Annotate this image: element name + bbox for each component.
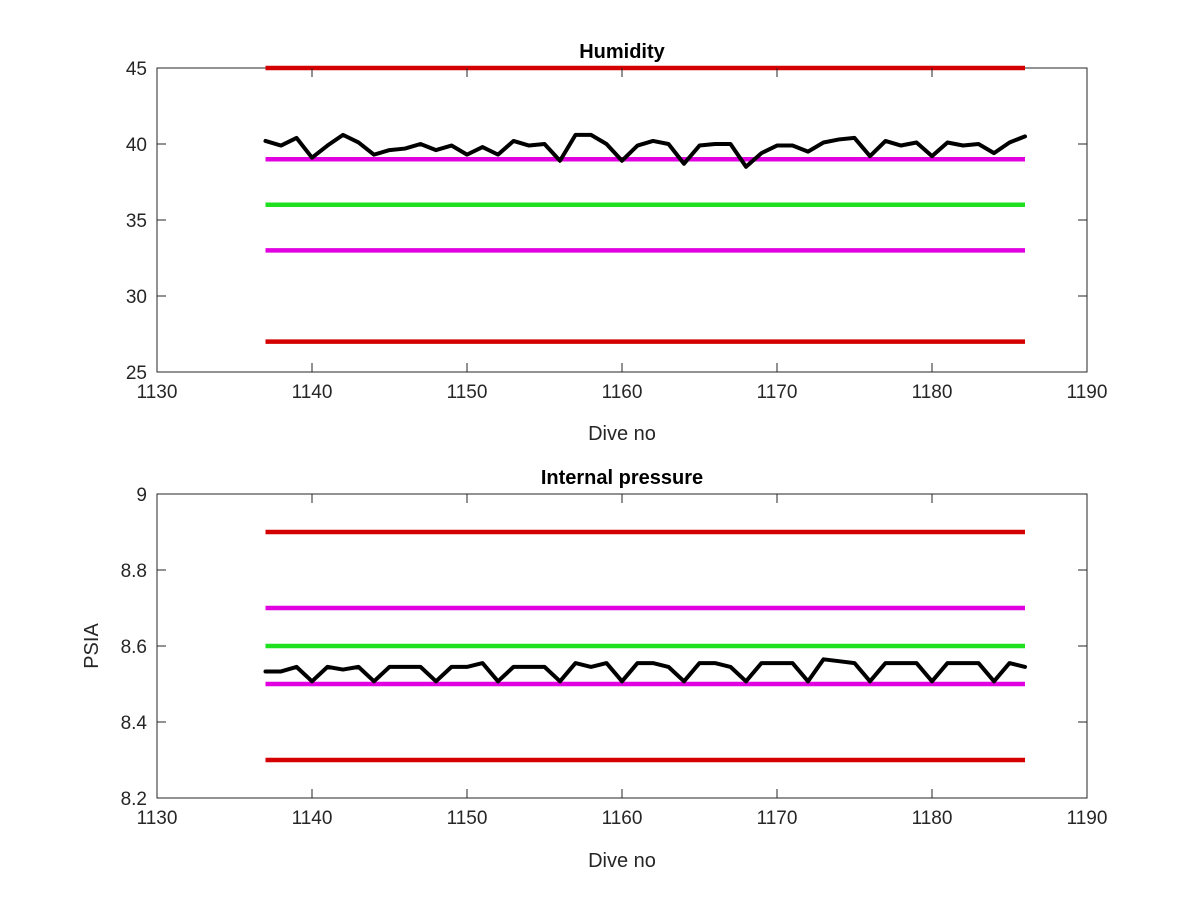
plot-area-frame [156, 67, 1088, 373]
humidity-subplot: 1130 1140 1150 1160 1170 1180 1190 25 30 35 40 45 H… [126, 41, 1108, 445]
x-tick-label: 1160 [602, 382, 643, 403]
chart-title: Humidity [579, 41, 665, 63]
limit-lines [265, 529, 1025, 763]
x-tick-label: 1140 [292, 382, 333, 403]
x-tick-label: 1170 [757, 808, 798, 829]
series-line-0 [263, 132, 1027, 169]
data-series [263, 132, 1027, 169]
axis-ticks: 1130 1140 1150 1160 1170 1180 1190 8.2 8.4 8.6 8.8… [121, 485, 1108, 829]
y-tick-label: 8.4 [121, 713, 148, 734]
y-tick-label: 30 [126, 287, 147, 308]
x-tick-label: 1180 [912, 382, 953, 403]
y-tick-label: 8.6 [121, 637, 147, 658]
x-tick-label: 1150 [447, 808, 488, 829]
y-tick-label: 8.8 [121, 561, 147, 582]
y-tick-label: 8.2 [121, 789, 147, 810]
x-tick-label: 1160 [602, 808, 643, 829]
series-line-0 [263, 657, 1027, 684]
y-axis-label: PSIA [81, 623, 103, 669]
internal-pressure-subplot: 1130 1140 1150 1160 1170 1180 1190 8.2 8.4 8.6 8.8… [81, 467, 1107, 872]
x-tick-label: 1130 [137, 808, 178, 829]
data-series [263, 657, 1027, 684]
y-tick-label: 9 [136, 485, 147, 506]
x-axis-label: Dive no [588, 850, 656, 872]
axis-ticks: 1130 1140 1150 1160 1170 1180 1190 25 30 35 40 45 [126, 59, 1108, 403]
x-tick-label: 1150 [447, 382, 488, 403]
y-tick-label: 45 [126, 59, 147, 80]
x-tick-label: 1190 [1067, 808, 1108, 829]
x-tick-label: 1190 [1067, 382, 1108, 403]
limit-lines [265, 65, 1025, 344]
y-tick-label: 35 [126, 211, 147, 232]
x-tick-label: 1180 [912, 808, 953, 829]
chart-title: Internal pressure [541, 467, 703, 489]
y-tick-label: 40 [126, 135, 147, 156]
x-tick-label: 1170 [757, 382, 798, 403]
x-axis-label: Dive no [588, 423, 656, 445]
y-tick-label: 25 [126, 363, 147, 384]
x-tick-label: 1130 [137, 382, 178, 403]
x-tick-label: 1140 [292, 808, 333, 829]
